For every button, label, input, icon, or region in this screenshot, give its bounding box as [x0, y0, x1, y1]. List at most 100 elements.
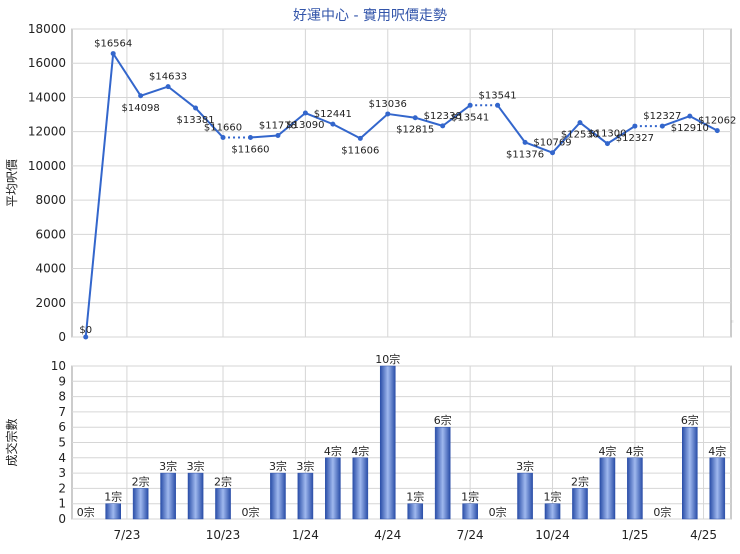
- data-label: $12441: [314, 109, 352, 120]
- x-tick-label: 4/24: [374, 528, 401, 542]
- data-label: $11606: [341, 145, 379, 156]
- bar-label: 2宗: [214, 474, 232, 488]
- data-label: $12327: [616, 133, 654, 144]
- y-tick-label: 10: [51, 359, 66, 373]
- y-tick-label: 6: [58, 420, 66, 434]
- data-point: [247, 134, 253, 140]
- y-tick-label: 3: [58, 466, 66, 480]
- series-line-segment: [332, 123, 361, 140]
- data-point: [604, 141, 610, 147]
- bar: [682, 426, 698, 520]
- bar-label: 3宗: [187, 459, 205, 473]
- bar-label: 1宗: [406, 490, 424, 504]
- data-label: $14633: [149, 72, 187, 83]
- bar-label: 10宗: [375, 352, 400, 366]
- y-tick-label: 8000: [35, 193, 66, 207]
- series-line-segment: [167, 85, 197, 109]
- bar-label: 1宗: [544, 490, 562, 504]
- data-label: $12062: [698, 116, 736, 127]
- data-label: $0: [79, 325, 92, 336]
- series-line-segment: [387, 112, 416, 119]
- data-label: $11376: [506, 149, 544, 160]
- x-tick-label: 10/24: [535, 528, 570, 542]
- data-label: $13381: [176, 115, 214, 126]
- bar: [462, 503, 478, 520]
- data-point: [687, 113, 693, 119]
- bar-label: 2宗: [571, 474, 589, 488]
- bar: [297, 472, 314, 520]
- data-label: $14098: [122, 103, 160, 114]
- bar-label: 4宗: [324, 444, 342, 458]
- data-point: [83, 334, 89, 340]
- bar-label: 3宗: [296, 459, 314, 473]
- x-tick-label: 1/25: [621, 528, 648, 542]
- bar-label: 3宗: [159, 459, 177, 473]
- series-line-segment: [250, 134, 279, 139]
- x-tick-label: 1/24: [292, 528, 319, 542]
- data-point: [577, 120, 583, 126]
- y-axis-label: 成交宗數: [4, 418, 19, 466]
- bar: [160, 472, 176, 520]
- bar: [215, 488, 231, 520]
- data-point: [138, 93, 144, 99]
- data-point: [110, 51, 116, 57]
- bar-label: 3宗: [269, 459, 287, 473]
- data-point: [302, 110, 308, 116]
- x-tick-label: 7/24: [457, 528, 484, 542]
- bar-label: 6宗: [434, 413, 452, 427]
- bar: [105, 503, 121, 520]
- y-tick-label: 18000: [28, 22, 66, 36]
- data-label: $13541: [451, 112, 489, 123]
- y-tick-label: 7: [58, 405, 66, 419]
- bar: [517, 472, 533, 520]
- data-label: $12338: [424, 111, 462, 122]
- series-line-segment: [606, 125, 636, 145]
- data-label: $11660: [231, 144, 269, 155]
- bar-label: 6宗: [681, 413, 699, 427]
- data-label: $13090: [286, 120, 324, 131]
- y-tick-label: 8: [58, 390, 66, 404]
- data-label: $13036: [369, 99, 407, 110]
- bar-label: 0宗: [77, 505, 95, 519]
- data-point: [714, 128, 720, 134]
- bar: [434, 426, 451, 520]
- series-line-segment: [579, 121, 609, 145]
- data-point: [495, 102, 501, 108]
- series-line-segment: [84, 53, 115, 338]
- y-axis-label: 平均呎價: [5, 159, 19, 207]
- series-line-segment: [496, 104, 526, 143]
- bar-label: 4宗: [598, 444, 616, 458]
- chart-title: 好運中心 - 實用呎價走勢: [293, 7, 447, 24]
- x-tick-label: 4/25: [690, 528, 717, 542]
- series-line-segment: [305, 112, 334, 126]
- data-point: [193, 105, 199, 111]
- price-line-chart: 0 2000 4000 6000 8000 10000 12000 14000 16000 180…: [5, 22, 736, 344]
- bar: [407, 503, 424, 520]
- data-point: [522, 139, 528, 145]
- bar: [270, 472, 286, 520]
- data-point: [467, 102, 473, 108]
- data-label: $13541: [479, 90, 517, 101]
- data-label: $12815: [396, 125, 434, 136]
- series-line-segment: [442, 104, 471, 127]
- y-tick-label: 14000: [28, 90, 66, 104]
- data-point: [275, 132, 281, 138]
- bar-label: 3宗: [516, 459, 534, 473]
- bar-label: 1宗: [104, 490, 122, 504]
- bar: [379, 365, 396, 520]
- bar-label: 4宗: [708, 444, 726, 458]
- data-label: $12530: [561, 130, 599, 141]
- bar-label: 0宗: [653, 505, 671, 519]
- y-tick-label: 5: [58, 436, 66, 450]
- bar: [352, 457, 369, 520]
- y-tick-label: 0: [58, 330, 66, 344]
- series-line-segment: [194, 107, 224, 139]
- data-label: $11300: [588, 129, 626, 140]
- series-line-segment: [689, 115, 718, 132]
- y-tick-label: 2000: [35, 296, 66, 310]
- data-point: [550, 150, 556, 156]
- x-tick-label: 7/23: [113, 528, 140, 542]
